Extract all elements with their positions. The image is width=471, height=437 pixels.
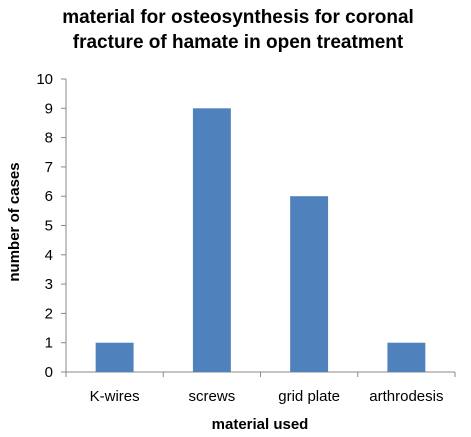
y-tick-label: 2 [45, 305, 53, 322]
x-tick-label: arthrodesis [369, 388, 443, 405]
plot-area: 0 1 2 3 4 5 6 7 8 9 10 K-wires screws grid plate arthr… [36, 71, 456, 405]
bar-grid-plate [290, 196, 329, 372]
chart-title-line-2: fracture of hamate in open treatment [73, 32, 404, 53]
y-tick-label: 9 [45, 100, 53, 117]
chart-title-line-1: material for osteosynthesis for coronal [62, 7, 414, 28]
y-tick-label: 7 [45, 159, 53, 176]
y-tick-label: 0 [45, 364, 53, 381]
y-axis-title: number of cases [6, 162, 23, 281]
x-tick-label: grid plate [278, 388, 340, 405]
y-tick-label: 4 [45, 247, 53, 264]
y-tick-label: 1 [45, 335, 53, 352]
bar-screws [192, 108, 231, 373]
y-tick-label: 3 [45, 276, 53, 293]
y-tick-label: 10 [36, 71, 53, 88]
y-tick-label: 5 [45, 218, 53, 235]
x-tick-label: screws [189, 388, 236, 405]
bar-arthrodesis [387, 342, 426, 372]
x-tick-label: K-wires [90, 388, 140, 405]
x-axis-title: material used [212, 416, 309, 433]
bar-k-wires [95, 342, 134, 372]
y-tick-label: 8 [45, 130, 53, 147]
y-tick-label: 6 [45, 188, 53, 205]
